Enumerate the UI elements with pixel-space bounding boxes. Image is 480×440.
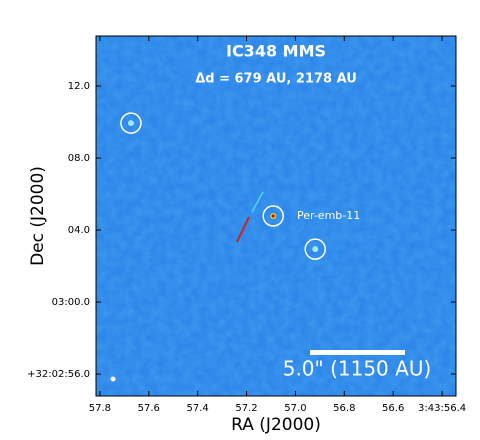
chart-title: IC348 MMS bbox=[226, 42, 326, 61]
chart-subtitle: Δd = 679 AU, 2178 AU bbox=[195, 72, 357, 87]
beam bbox=[110, 376, 116, 382]
x-tick-label: 57.0 bbox=[284, 403, 306, 414]
source-peak bbox=[271, 214, 275, 218]
scale-bar bbox=[310, 350, 405, 355]
source-ring bbox=[262, 205, 284, 227]
x-tick-label: 57.2 bbox=[235, 403, 257, 414]
x-tick-label: 56.6 bbox=[382, 403, 404, 414]
source-ring bbox=[120, 112, 142, 134]
x-tick-label: 56.8 bbox=[333, 403, 355, 414]
x-tick-label: 57.6 bbox=[138, 403, 160, 414]
red-outflow bbox=[236, 216, 250, 243]
scale-bar-label: 5.0" (1150 AU) bbox=[283, 357, 432, 381]
y-tick-label: 04.0 bbox=[68, 225, 90, 236]
y-tick-label: 03:00.0 bbox=[52, 297, 90, 308]
source-core bbox=[312, 246, 319, 253]
plot-frame bbox=[95, 35, 457, 397]
y-tick-label: +32:02:56.0 bbox=[27, 369, 90, 380]
y-axis-label: Dec (J2000) bbox=[28, 166, 48, 266]
y-tick-label: 08.0 bbox=[68, 153, 90, 164]
x-tick-label: 3:43:56.4 bbox=[418, 403, 466, 414]
x-axis-label: RA (J2000) bbox=[231, 415, 321, 435]
y-tick-label: 12.0 bbox=[68, 81, 90, 92]
blue-outflow bbox=[251, 191, 264, 213]
x-tick-label: 57.8 bbox=[89, 403, 111, 414]
source-core bbox=[127, 120, 134, 127]
x-tick-label: 57.4 bbox=[187, 403, 209, 414]
source-ring bbox=[304, 238, 326, 260]
source-label: Per-emb-11 bbox=[297, 209, 360, 222]
